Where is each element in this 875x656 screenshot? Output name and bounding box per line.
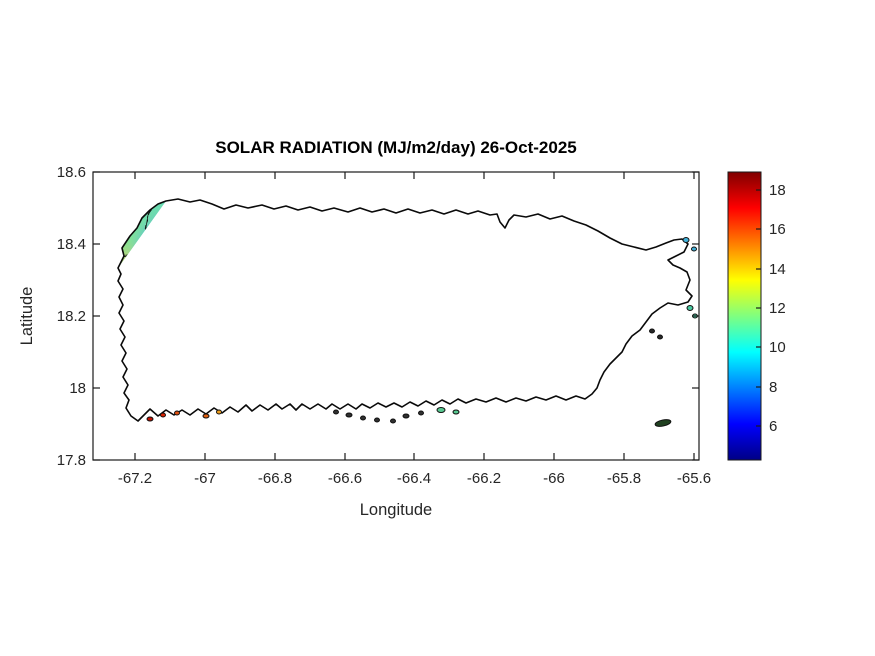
heatmap-blobs	[118, 201, 166, 268]
colorbar: 18 16 14 12 10 8 6	[727, 171, 786, 461]
colorbar-tick-label: 8	[769, 379, 777, 396]
x-tick-label: -66.6	[328, 470, 362, 487]
x-tick-label: -66.2	[467, 470, 501, 487]
y-tick-labels: 18.6 18.4 18.2 18 17.8	[57, 164, 86, 469]
plot-box	[92, 171, 700, 461]
puerto-rico-map	[117, 198, 698, 427]
x-axis-label: Longitude	[360, 501, 433, 519]
x-tick-label: -67.2	[118, 470, 152, 487]
islets	[146, 237, 698, 427]
colorbar-tick-label: 18	[769, 182, 786, 199]
municipality-boundaries	[118, 201, 166, 268]
y-tick-label: 18.6	[57, 164, 86, 181]
x-tick-label: -65.6	[677, 470, 711, 487]
y-axis-label: Latitude	[18, 287, 36, 346]
colorbar-ticks	[756, 189, 761, 427]
colorbar-tick-labels: 18 16 14 12 10 8 6	[769, 182, 786, 435]
colorbar-tick-label: 6	[769, 418, 777, 435]
coastline	[117, 198, 693, 422]
colorbar-tick-label: 14	[769, 261, 786, 278]
colorbar-tick-label: 10	[769, 339, 786, 356]
colorbar-tick-label: 16	[769, 221, 786, 238]
y-tick-label: 17.8	[57, 452, 86, 469]
x-tick-label: -66.8	[258, 470, 292, 487]
x-tick-label: -65.8	[607, 470, 641, 487]
y-tick-label: 18.4	[57, 236, 86, 253]
chart-title: SOLAR RADIATION (MJ/m2/day) 26-Oct-2025	[215, 138, 576, 157]
x-tick-label: -66	[543, 470, 565, 487]
y-tick-label: 18.2	[57, 308, 86, 325]
x-tick-label: -67	[194, 470, 216, 487]
axis-ticks	[93, 171, 699, 461]
x-tick-labels: -67.2 -67 -66.8 -66.6 -66.4 -66.2 -66 -6…	[118, 470, 711, 487]
colorbar-tick-label: 12	[769, 300, 786, 317]
x-tick-label: -66.4	[397, 470, 431, 487]
heatmap-base	[118, 201, 166, 268]
y-tick-label: 18	[69, 380, 86, 397]
colorbar-gradient	[727, 171, 762, 461]
